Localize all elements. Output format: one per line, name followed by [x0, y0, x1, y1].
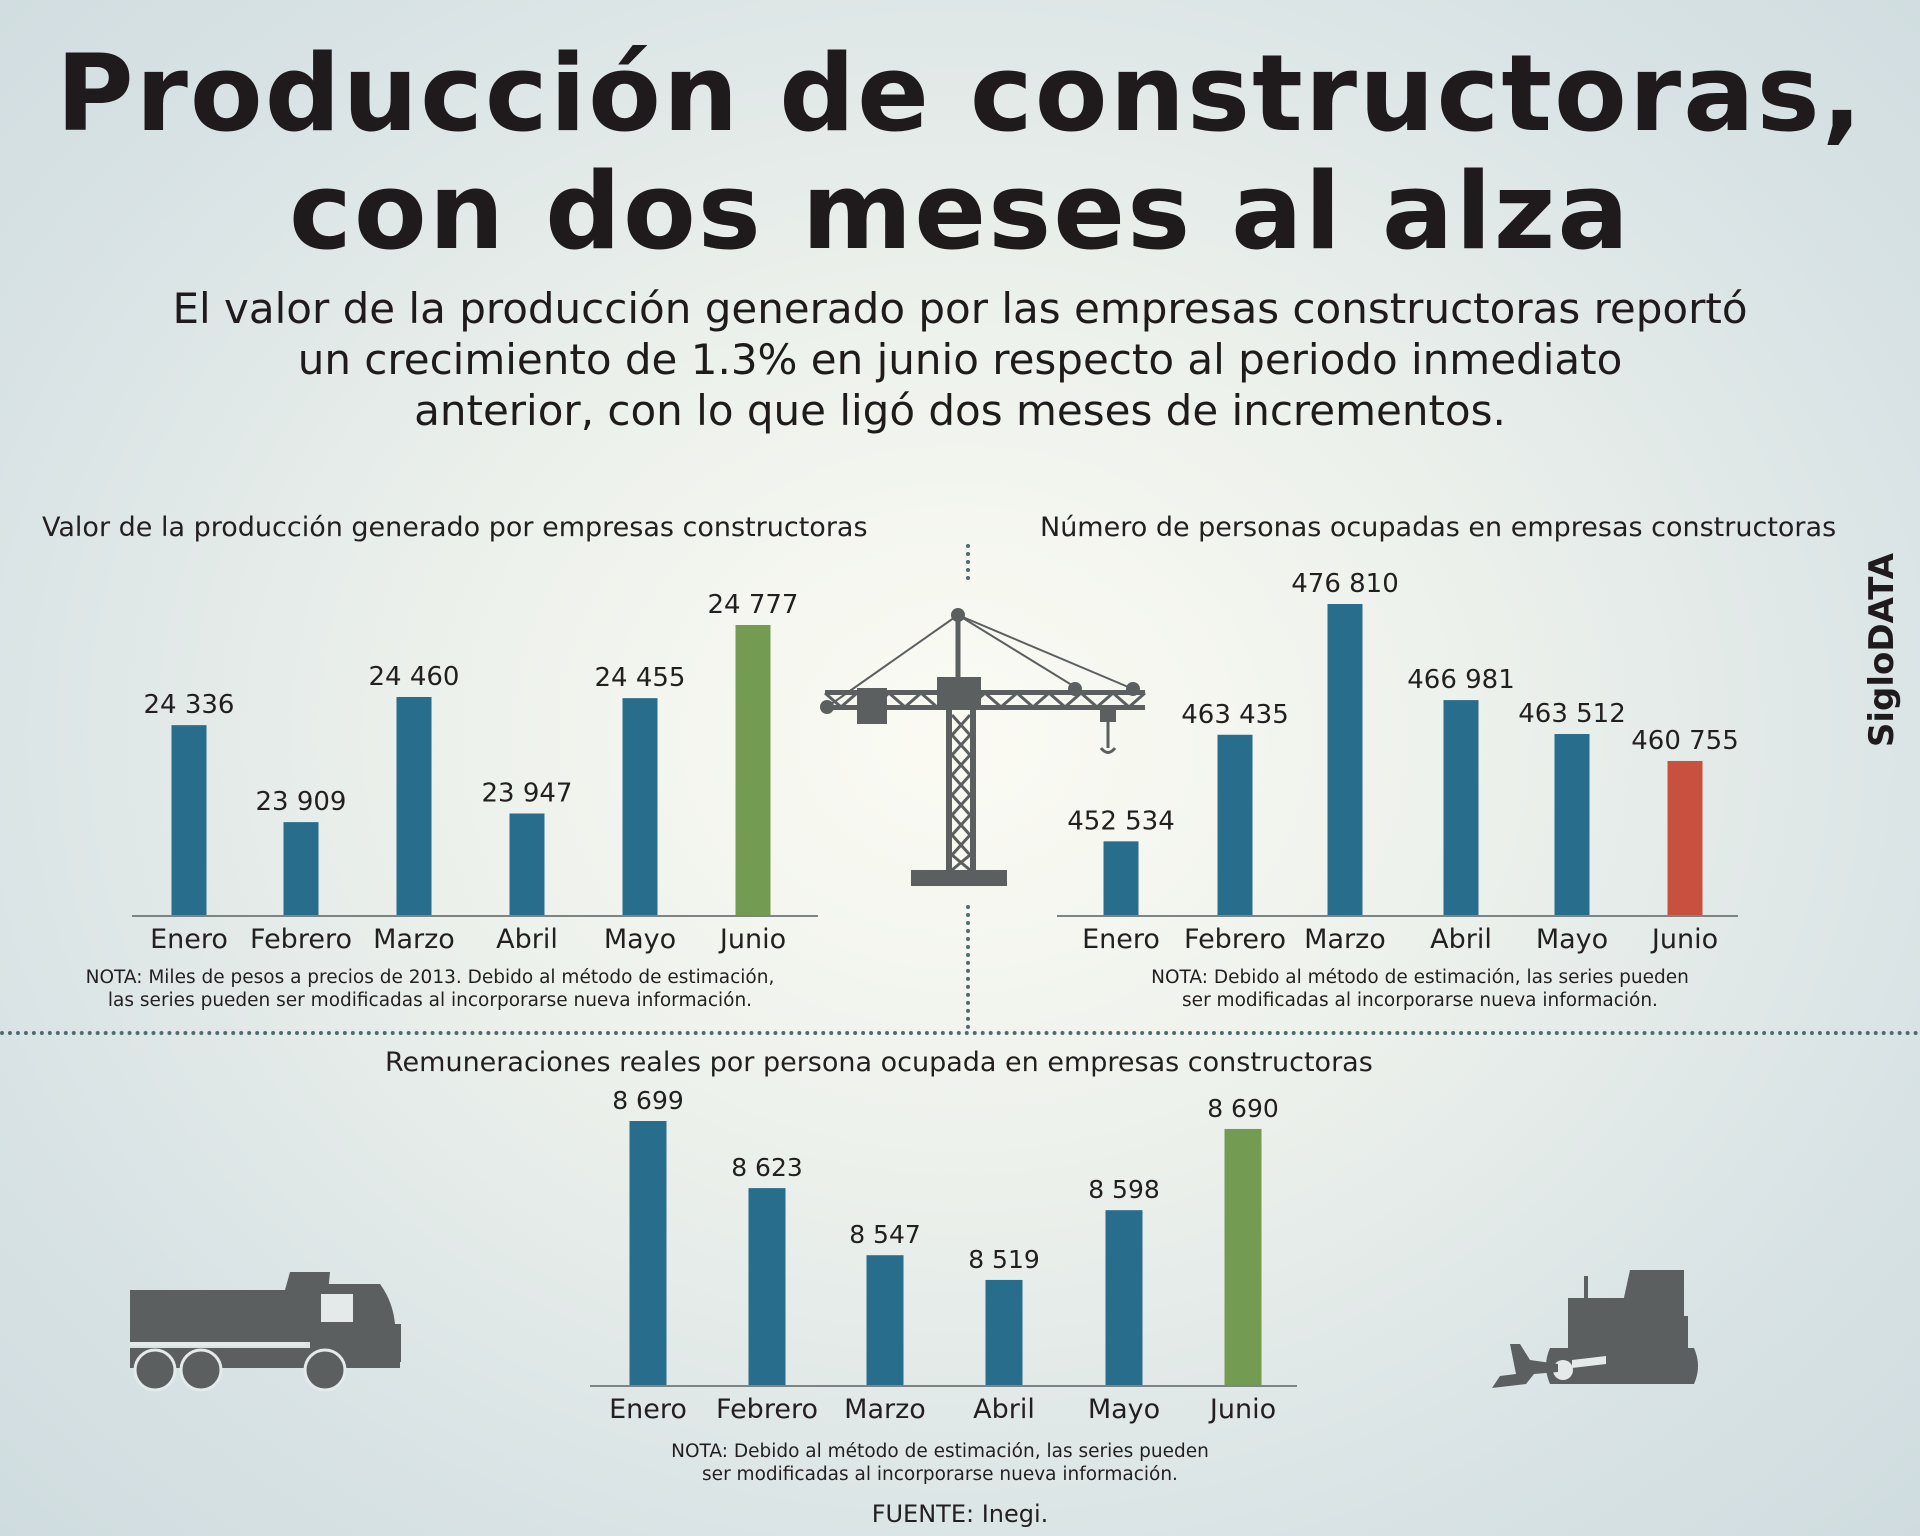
- dump-truck-icon: [130, 1272, 401, 1392]
- data-label: 466 981: [1407, 665, 1515, 695]
- data-label: 460 755: [1631, 726, 1739, 756]
- category-label: Enero: [1082, 924, 1160, 955]
- data-label: 8 519: [968, 1245, 1040, 1274]
- category-label: Abril: [973, 1394, 1035, 1425]
- bar-chart-production: 24 336 Enero 23 909 Febrero 24 460 Marzo 23 94…: [132, 590, 818, 955]
- category-label: Febrero: [1184, 924, 1286, 955]
- vertical-divider-bottom: [966, 905, 970, 1029]
- bar-junio: [1224, 1128, 1262, 1385]
- data-label: 8 598: [1088, 1175, 1160, 1204]
- chart-note-wages: NOTA: Debido al método de estimación, la…: [600, 1440, 1280, 1486]
- data-label: 24 455: [595, 663, 686, 693]
- bar-abril: [509, 813, 545, 915]
- bulldozer-icon: [1492, 1270, 1698, 1388]
- bar-enero: [171, 725, 207, 915]
- data-label: 8 690: [1207, 1094, 1279, 1123]
- data-label: 24 460: [369, 662, 460, 692]
- note-line: NOTA: Debido al método de estimación, la…: [671, 1441, 1209, 1462]
- category-label: Junio: [1208, 1394, 1276, 1425]
- category-label: Enero: [150, 924, 228, 955]
- note-line: las series pueden ser modificadas al inc…: [107, 990, 753, 1011]
- chart-title-production: Valor de la producción generado por empr…: [42, 512, 868, 543]
- note-line: NOTA: Debido al método de estimación, la…: [1151, 967, 1689, 988]
- bar-abril: [985, 1279, 1023, 1385]
- subtitle-line-2: un crecimiento de 1.3% en junio respecto…: [297, 335, 1623, 384]
- subtitle-line-1: El valor de la producción generado por l…: [172, 284, 1748, 333]
- bar-marzo: [866, 1255, 904, 1385]
- data-label: 8 547: [849, 1220, 921, 1249]
- data-label: 476 810: [1291, 569, 1399, 599]
- data-label: 463 435: [1181, 700, 1289, 730]
- data-label: 8 623: [731, 1153, 803, 1182]
- bar-febrero: [1217, 734, 1253, 915]
- data-label: 8 699: [612, 1086, 684, 1115]
- bar-chart-wages: 8 699 Enero 8 623 Febrero 8 547 Marzo 8 519 Abr…: [590, 1086, 1297, 1425]
- data-label: 23 947: [482, 778, 573, 808]
- bar-marzo: [1327, 604, 1363, 915]
- bar-abril: [1443, 700, 1479, 915]
- category-label: Junio: [1650, 924, 1718, 955]
- tower-crane-icon: [820, 608, 1146, 886]
- category-label: Marzo: [844, 1394, 926, 1425]
- chart-title-employment: Número de personas ocupadas en empresas …: [1040, 512, 1837, 543]
- category-label: Febrero: [716, 1394, 818, 1425]
- source-note: FUENTE: Inegi.: [871, 1500, 1049, 1528]
- data-label: 23 909: [256, 787, 347, 817]
- note-line: ser modificadas al incorporarse nueva in…: [702, 1464, 1178, 1485]
- bar-febrero: [748, 1188, 786, 1385]
- category-label: Mayo: [1088, 1394, 1160, 1425]
- bar-mayo: [1554, 734, 1590, 915]
- bar-chart-employment: 452 534 Enero 463 435 Febrero 476 810 Marzo 46…: [1057, 569, 1739, 955]
- chart-title-wages: Remuneraciones reales por persona ocupad…: [385, 1047, 1373, 1078]
- category-label: Marzo: [1304, 924, 1386, 955]
- category-label: Junio: [718, 924, 786, 955]
- vertical-divider-top: [966, 544, 970, 580]
- bar-enero: [629, 1121, 667, 1385]
- note-line: ser modificadas al incorporarse nueva in…: [1182, 990, 1658, 1011]
- bar-marzo: [396, 696, 432, 915]
- title-line-2: con dos meses al alza: [289, 150, 1631, 273]
- category-label: Abril: [1430, 924, 1492, 955]
- category-label: Mayo: [1536, 924, 1608, 955]
- bar-mayo: [1105, 1210, 1143, 1385]
- page-title: Producción de constructoras, con dos mes…: [0, 35, 1920, 271]
- data-label: 24 777: [708, 590, 799, 620]
- chart-note-production: NOTA: Miles de pesos a precios de 2013. …: [40, 966, 820, 1012]
- page-subtitle: El valor de la producción generado por l…: [40, 283, 1880, 436]
- data-label: 24 336: [144, 690, 235, 720]
- bar-enero: [1103, 841, 1139, 915]
- title-line-1: Producción de constructoras,: [55, 32, 1865, 155]
- category-label: Abril: [496, 924, 558, 955]
- category-label: Febrero: [250, 924, 352, 955]
- bar-mayo: [622, 698, 658, 915]
- category-label: Mayo: [604, 924, 676, 955]
- subtitle-line-3: anterior, con lo que ligó dos meses de i…: [414, 386, 1506, 435]
- bar-junio: [1667, 760, 1703, 915]
- category-label: Marzo: [373, 924, 455, 955]
- data-label: 452 534: [1067, 806, 1175, 836]
- chart-note-employment: NOTA: Debido al método de estimación, la…: [1100, 966, 1740, 1012]
- bar-junio: [735, 625, 771, 915]
- data-label: 463 512: [1518, 699, 1626, 729]
- horizontal-divider: [0, 1031, 1920, 1035]
- category-label: Enero: [609, 1394, 687, 1425]
- bar-febrero: [283, 822, 319, 915]
- note-line: NOTA: Miles de pesos a precios de 2013. …: [85, 967, 775, 988]
